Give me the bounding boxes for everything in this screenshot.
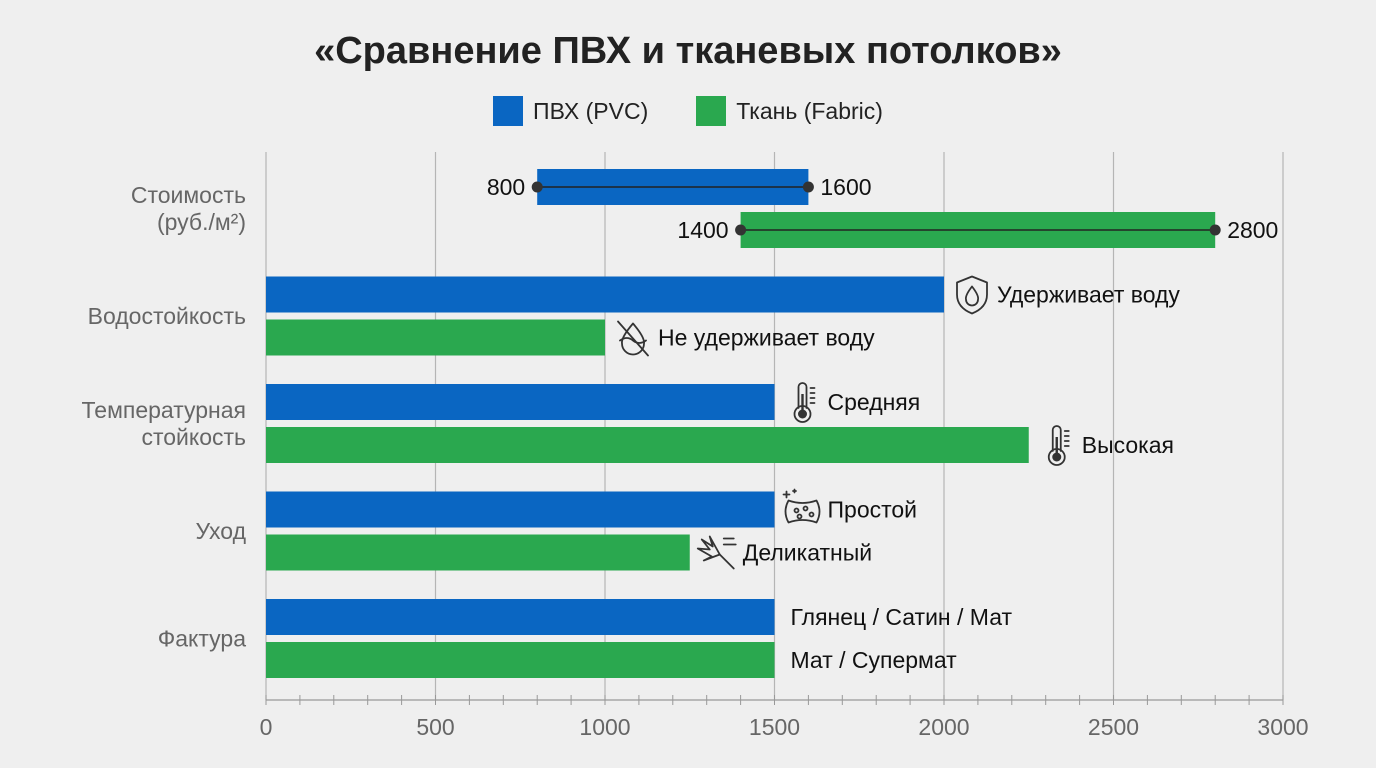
legend-swatch-pvc [493, 96, 524, 126]
range-dot-start [531, 181, 543, 193]
range-start-label: 800 [487, 174, 525, 200]
x-tick-label: 3000 [1257, 714, 1308, 740]
category-label: Фактура [158, 626, 246, 652]
x-tick-label: 1500 [749, 714, 800, 740]
legend-swatch-fabric [696, 96, 727, 126]
range-dot-end [802, 181, 814, 193]
category-label: Температурная [82, 397, 246, 423]
x-tick-label: 500 [416, 714, 454, 740]
bar-annotation: Высокая [1082, 432, 1174, 458]
legend-label-fabric: Ткань (Fabric) [736, 97, 883, 124]
category-label: Стоимость [131, 182, 246, 208]
bar-annotation: Средняя [828, 389, 921, 415]
sponge-icon [782, 488, 821, 524]
shield-drop-icon [956, 275, 988, 315]
bar-fabric [266, 534, 690, 571]
category-label: стойкость [141, 424, 246, 450]
range-end-label: 1600 [820, 174, 871, 200]
bar-annotation: Мат / Супермат [791, 647, 958, 673]
thermometer-icon [1047, 425, 1070, 466]
no-water-icon [617, 320, 649, 357]
bar-fabric [266, 642, 775, 678]
bar-pvc [266, 599, 775, 635]
x-tick-label: 1000 [579, 714, 630, 740]
duster-icon [696, 535, 737, 570]
chart-title: «Сравнение ПВХ и тканевых потолков» [314, 30, 1062, 72]
bar-fabric [266, 427, 1029, 463]
legend-item-fabric[interactable]: Ткань (Fabric) [696, 96, 883, 126]
category-label: Уход [195, 518, 246, 544]
x-tick-label: 0 [260, 714, 273, 740]
bar-pvc [266, 384, 775, 420]
range-start-label: 1400 [677, 217, 728, 243]
bar-pvc [266, 491, 775, 528]
range-dot-start [735, 224, 747, 236]
thermometer-icon [793, 382, 816, 423]
category-label: Водостойкость [88, 303, 246, 329]
legend-item-pvc[interactable]: ПВХ (PVC) [493, 96, 648, 126]
bar-annotation: Не удерживает воду [658, 325, 875, 351]
bar-fabric [266, 319, 605, 356]
range-dot-end [1209, 224, 1221, 236]
bar-annotation: Глянец / Сатин / Мат [791, 604, 1013, 630]
bar-annotation: Простой [828, 497, 918, 523]
x-tick-label: 2000 [918, 714, 969, 740]
legend: ПВХ (PVC) Ткань (Fabric) [0, 96, 1376, 126]
range-end-label: 2800 [1227, 217, 1278, 243]
bar-annotation: Деликатный [743, 540, 872, 566]
bar-annotation: Удерживает воду [997, 282, 1180, 308]
legend-label-pvc: ПВХ (PVC) [533, 97, 649, 124]
bar-pvc [266, 276, 944, 313]
x-tick-label: 2500 [1088, 714, 1139, 740]
category-label: (руб./м²) [157, 209, 246, 235]
